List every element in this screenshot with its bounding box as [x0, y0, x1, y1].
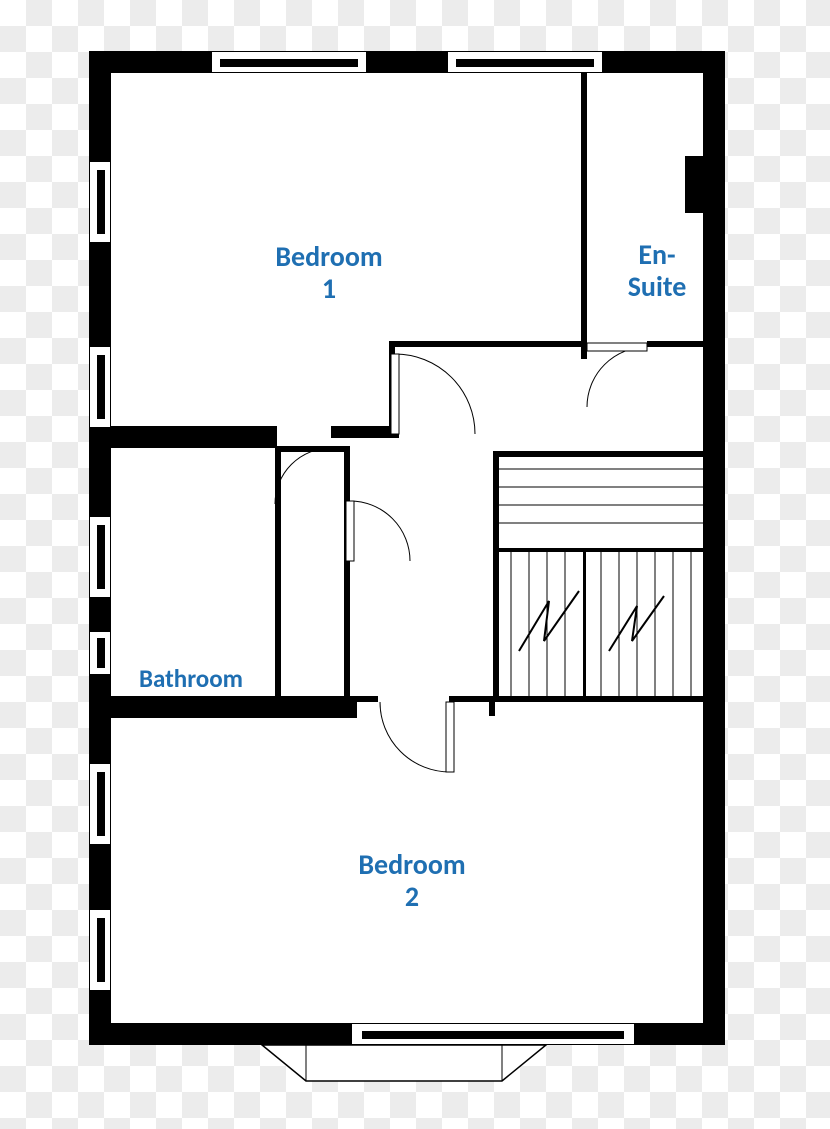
label-bedroom2-line2: 2 — [405, 879, 419, 914]
label-bedroom1-line1: Bedroom — [275, 239, 382, 274]
label-bedroom1: Bedroom 1 — [254, 241, 404, 305]
label-bedroom2: Bedroom 2 — [337, 849, 487, 913]
label-bedroom1-line2: 1 — [322, 271, 336, 306]
label-ensuite-line1: En- — [638, 237, 675, 272]
label-bathroom: Bathroom — [139, 665, 279, 694]
floor-plan: Bedroom 1 En- Suite Bathroom Bedroom 2 — [89, 51, 725, 1045]
label-bedroom2-line1: Bedroom — [358, 847, 465, 882]
label-ensuite-line2: Suite — [628, 269, 687, 304]
bay-window — [262, 1045, 546, 1085]
label-ensuite: En- Suite — [612, 239, 702, 303]
label-bathroom-text: Bathroom — [139, 663, 243, 694]
